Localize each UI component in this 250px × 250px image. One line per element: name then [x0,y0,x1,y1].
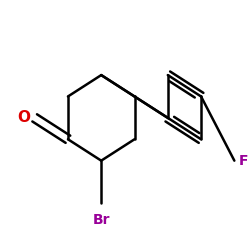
Text: F: F [239,154,248,168]
Text: O: O [17,110,30,125]
Text: Br: Br [92,213,110,227]
